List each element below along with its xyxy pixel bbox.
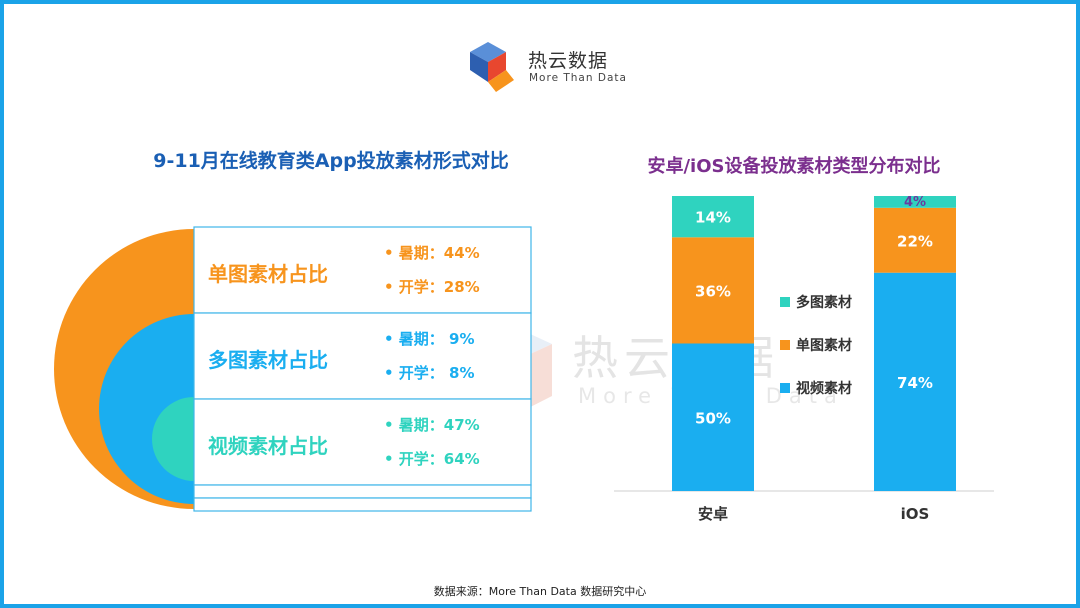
brand-logo: 热云数据 More Than Data <box>466 40 626 96</box>
video-shape <box>152 397 194 481</box>
right-chart-title: 安卓/iOS设备投放素材类型分布对比 <box>647 156 941 177</box>
left-chart-title: 9-11月在线教育类App投放素材形式对比 <box>153 150 509 172</box>
row-box-video <box>193 398 532 486</box>
bar-ios-video <box>874 272 956 491</box>
multi-image-school: • 开学： 8% <box>384 364 475 382</box>
multi-image-summer: • 暑期： 9% <box>384 330 475 348</box>
legend-swatch-multi <box>780 297 790 307</box>
video-summer: • 暑期：47% <box>384 416 480 434</box>
category-label-android: 安卓 <box>698 505 728 523</box>
video-school: • 开学：64% <box>384 450 480 468</box>
stacked-bar-chart: 50% 36% 14% 安卓 74% 22% 4% iOS <box>614 195 994 523</box>
data-label-android-single-image: 36% <box>695 282 731 300</box>
legend-swatch-video <box>780 383 790 393</box>
multi-image-label: 多图素材占比 <box>208 348 328 372</box>
single-image-school: • 开学：28% <box>384 278 480 296</box>
category-label-ios: iOS <box>901 505 930 523</box>
bar-android-multi-image <box>672 196 754 238</box>
data-source: 数据来源：More Than Data 数据研究中心 <box>433 585 647 598</box>
legend-label-video: 视频素材 <box>796 381 852 397</box>
legend-label-single: 单图素材 <box>796 338 852 354</box>
bar-android-single-image <box>672 237 754 344</box>
data-label-android-video: 50% <box>695 409 731 427</box>
row-box-bottom <box>193 497 532 512</box>
legend-label-multi: 多图素材 <box>796 295 852 311</box>
data-label-ios-multi-image: 4% <box>904 195 926 210</box>
video-label: 视频素材占比 <box>208 434 328 458</box>
data-label-android-multi-image: 14% <box>695 209 731 227</box>
legend-item-single: 单图素材 <box>780 335 852 355</box>
data-label-ios-video: 74% <box>897 374 933 392</box>
brand-name: 热云数据 <box>528 50 609 72</box>
row-box-extra <box>193 484 532 499</box>
legend-item-multi: 多图素材 <box>780 292 852 312</box>
bar-android-video <box>672 343 754 491</box>
brand-tagline: More Than Data <box>529 72 627 84</box>
legend-item-video: 视频素材 <box>780 378 852 398</box>
bar-ios-multi-image <box>874 196 956 208</box>
data-label-ios-single-image: 22% <box>897 232 933 250</box>
row-box-single <box>193 226 532 314</box>
single-image-summer: • 暑期：44% <box>384 244 480 262</box>
material-form-diagram <box>54 226 532 512</box>
row-box-multi <box>193 312 532 400</box>
bar-ios-single-image <box>874 207 956 273</box>
legend-swatch-single <box>780 340 790 350</box>
single-image-label: 单图素材占比 <box>208 262 328 286</box>
logo-cube-icon <box>470 42 514 92</box>
